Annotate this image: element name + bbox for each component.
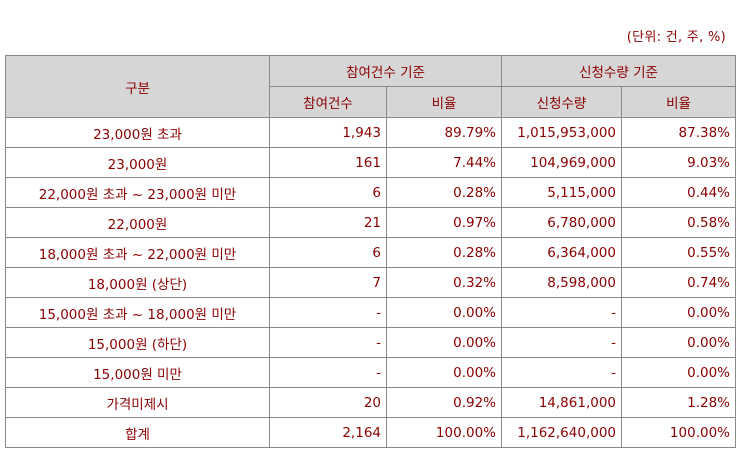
- table-header: 구분 참여건수 기준 신청수량 기준 참여건수 비율 신청수량 비율: [5, 55, 736, 118]
- row-count-ratio: 0.28%: [386, 177, 502, 208]
- row-qty: -: [501, 357, 622, 388]
- row-qty-ratio: 0.00%: [621, 327, 736, 358]
- row-qty-ratio: 9.03%: [621, 147, 736, 178]
- demand-forecast-table: 구분 참여건수 기준 신청수량 기준 참여건수 비율 신청수량 비율 23,00…: [5, 55, 736, 448]
- row-qty-ratio: 0.00%: [621, 297, 736, 328]
- row-count: 1,943: [269, 117, 387, 148]
- row-count-ratio: 0.28%: [386, 237, 502, 268]
- table-row: 가격미제시 20 0.92% 14,861,000 1.28%: [5, 387, 736, 418]
- header-group-subscription: 신청수량 기준: [501, 55, 736, 87]
- table-row: 18,000원 초과 ~ 22,000원 미만 6 0.28% 6,364,00…: [5, 237, 736, 268]
- table-row: 22,000원 초과 ~ 23,000원 미만 6 0.28% 5,115,00…: [5, 177, 736, 208]
- row-count: 2,164: [269, 417, 387, 448]
- row-category: 15,000원 (하단): [5, 327, 270, 358]
- header-row-1: 구분 참여건수 기준 신청수량 기준: [5, 55, 736, 118]
- row-qty: 14,861,000: [501, 387, 622, 418]
- row-qty-ratio: 100.00%: [621, 417, 736, 448]
- table-body: 23,000원 초과 1,943 89.79% 1,015,953,000 87…: [5, 117, 736, 448]
- row-count: 6: [269, 237, 387, 268]
- table-row: 23,000원 161 7.44% 104,969,000 9.03%: [5, 147, 736, 178]
- row-count-ratio: 0.00%: [386, 327, 502, 358]
- table-row: 23,000원 초과 1,943 89.79% 1,015,953,000 87…: [5, 117, 736, 148]
- row-qty: -: [501, 327, 622, 358]
- total-row: 합계 2,164 100.00% 1,162,640,000 100.00%: [5, 417, 736, 448]
- row-category: 15,000원 초과 ~ 18,000원 미만: [5, 297, 270, 328]
- row-qty-ratio: 0.74%: [621, 267, 736, 298]
- table-row: 15,000원 (하단) - 0.00% - 0.00%: [5, 327, 736, 358]
- row-category: 15,000원 미만: [5, 357, 270, 388]
- row-count: 161: [269, 147, 387, 178]
- table-row: 18,000원 (상단) 7 0.32% 8,598,000 0.74%: [5, 267, 736, 298]
- row-count: 6: [269, 177, 387, 208]
- row-count-ratio: 0.00%: [386, 357, 502, 388]
- row-category: 18,000원 초과 ~ 22,000원 미만: [5, 237, 270, 268]
- header-category: 구분: [5, 55, 270, 118]
- row-count-ratio: 0.92%: [386, 387, 502, 418]
- row-category: 22,000원: [5, 207, 270, 238]
- row-count-ratio: 89.79%: [386, 117, 502, 148]
- row-qty-ratio: 87.38%: [621, 117, 736, 148]
- table-row: 15,000원 미만 - 0.00% - 0.00%: [5, 357, 736, 388]
- row-qty: -: [501, 297, 622, 328]
- row-count: -: [269, 357, 387, 388]
- row-count-ratio: 7.44%: [386, 147, 502, 178]
- row-qty: 6,780,000: [501, 207, 622, 238]
- row-count-ratio: 0.32%: [386, 267, 502, 298]
- row-count: 21: [269, 207, 387, 238]
- row-count: 20: [269, 387, 387, 418]
- row-qty: 6,364,000: [501, 237, 622, 268]
- table-row: 22,000원 21 0.97% 6,780,000 0.58%: [5, 207, 736, 238]
- row-qty: 8,598,000: [501, 267, 622, 298]
- table-row: 15,000원 초과 ~ 18,000원 미만 - 0.00% - 0.00%: [5, 297, 736, 328]
- header-subscription-ratio: 비율: [621, 86, 736, 118]
- header-subscription-qty: 신청수량: [501, 86, 622, 118]
- row-category: 합계: [5, 417, 270, 448]
- row-category: 가격미제시: [5, 387, 270, 418]
- row-qty: 1,015,953,000: [501, 117, 622, 148]
- row-category: 18,000원 (상단): [5, 267, 270, 298]
- row-count: 7: [269, 267, 387, 298]
- row-count-ratio: 0.97%: [386, 207, 502, 238]
- row-qty: 104,969,000: [501, 147, 622, 178]
- row-qty-ratio: 1.28%: [621, 387, 736, 418]
- header-participation-ratio: 비율: [386, 86, 502, 118]
- row-category: 23,000원 초과: [5, 117, 270, 148]
- row-count: -: [269, 297, 387, 328]
- row-count-ratio: 100.00%: [386, 417, 502, 448]
- row-qty-ratio: 0.44%: [621, 177, 736, 208]
- row-count-ratio: 0.00%: [386, 297, 502, 328]
- header-participation-count: 참여건수: [269, 86, 387, 118]
- row-qty-ratio: 0.55%: [621, 237, 736, 268]
- header-group-participation: 참여건수 기준: [269, 55, 502, 87]
- row-qty: 1,162,640,000: [501, 417, 622, 448]
- header-row-2: 참여건수 비율 신청수량 비율: [6, 86, 736, 118]
- row-category: 23,000원: [5, 147, 270, 178]
- row-category: 22,000원 초과 ~ 23,000원 미만: [5, 177, 270, 208]
- row-count: -: [269, 327, 387, 358]
- row-qty-ratio: 0.58%: [621, 207, 736, 238]
- unit-note: (단위: 건, 주, %): [626, 30, 726, 45]
- row-qty: 5,115,000: [501, 177, 622, 208]
- row-qty-ratio: 0.00%: [621, 357, 736, 388]
